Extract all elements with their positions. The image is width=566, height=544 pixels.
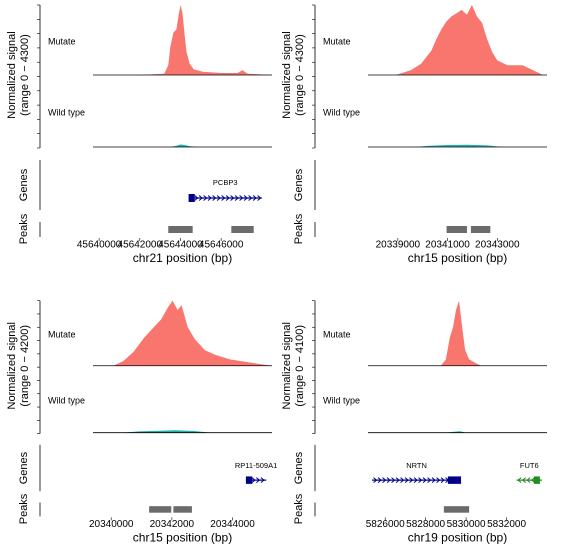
panel: Normalized signal (range 0 − 4100) Mutate W…	[281, 300, 547, 544]
gene-strand-arrows	[517, 477, 540, 484]
track-label: Wild type	[323, 107, 360, 117]
x-tick-label: 20339000	[376, 240, 421, 251]
gene-name: PCBP3	[213, 178, 238, 187]
signal-area	[368, 144, 547, 147]
panel: Normalized signal (range 0 − 4200) Mutate W…	[6, 300, 277, 544]
x-axis-label: chr19 position (bp)	[408, 531, 507, 544]
gene-exon	[245, 476, 253, 484]
genes-label: Genes	[293, 168, 305, 201]
track-label: Wild type	[323, 395, 360, 405]
signal-area	[93, 144, 272, 147]
peak	[470, 226, 491, 233]
x-tick-label: 5832000	[487, 519, 526, 530]
x-axis-label: chr21 position (bp)	[133, 251, 232, 265]
genes-label: Genes	[18, 451, 30, 484]
signal-area	[368, 431, 547, 433]
genes-label: Genes	[293, 451, 305, 484]
x-tick-label: 5830000	[447, 519, 486, 530]
track-label: Wild type	[48, 395, 85, 405]
track-label: Wild type	[48, 107, 85, 117]
gene-name: FUT6	[520, 461, 539, 470]
y-axis-label: (range 0 − 4300)	[19, 34, 31, 116]
x-tick-label: 20343000	[475, 240, 520, 251]
signal-area	[93, 5, 272, 75]
peaks-label: Peaks	[293, 493, 305, 524]
peak	[149, 506, 172, 513]
y-axis-label: Normalized signal	[281, 322, 293, 409]
peak	[173, 506, 192, 513]
y-axis-label: (range 0 − 4200)	[19, 325, 31, 407]
x-tick-label: 20342000	[150, 519, 195, 530]
panel: Normalized signal (range 0 − 4300) Mutate W…	[281, 4, 547, 265]
x-tick-label: 20344000	[210, 519, 255, 530]
peaks-label: Peaks	[18, 213, 30, 244]
gene-exon	[533, 476, 540, 484]
peak	[168, 226, 193, 233]
y-axis-label: Normalized signal	[281, 31, 293, 118]
x-tick-label: 45640000	[77, 240, 122, 251]
signal-area	[368, 5, 547, 75]
track-label: Mutate	[323, 329, 351, 339]
track-label: Mutate	[323, 36, 351, 46]
peak	[443, 506, 470, 513]
signal-area	[93, 300, 272, 366]
gene-exon	[447, 476, 462, 484]
x-axis-label: chr15 position (bp)	[408, 251, 507, 265]
y-axis-label: (range 0 − 4100)	[294, 325, 306, 407]
y-axis-label: Normalized signal	[6, 322, 18, 409]
x-tick-label: 45644000	[158, 240, 203, 251]
panel: Normalized signal (range 0 − 4300) Mutate W…	[6, 4, 272, 265]
peak	[231, 226, 254, 233]
gene-name: RP11-509A1	[235, 461, 277, 470]
signal-area	[93, 430, 272, 433]
genes-label: Genes	[18, 168, 30, 201]
x-tick-label: 45646000	[199, 240, 244, 251]
track-label: Mutate	[48, 329, 76, 339]
track-label: Mutate	[48, 36, 76, 46]
peaks-label: Peaks	[293, 213, 305, 244]
x-tick-label: 45642000	[118, 240, 163, 251]
x-tick-label: 20341000	[425, 240, 470, 251]
peaks-label: Peaks	[18, 493, 30, 524]
signal-area	[368, 300, 547, 366]
gene-exon	[188, 194, 195, 202]
y-axis-label: Normalized signal	[6, 31, 18, 118]
x-tick-label: 5828000	[406, 519, 445, 530]
peak	[446, 226, 467, 233]
gene-name: NRTN	[406, 461, 427, 470]
x-tick-label: 20340000	[89, 519, 134, 530]
y-axis-label: (range 0 − 4300)	[294, 34, 306, 116]
x-tick-label: 5826000	[366, 519, 405, 530]
x-axis-label: chr15 position (bp)	[133, 531, 232, 544]
